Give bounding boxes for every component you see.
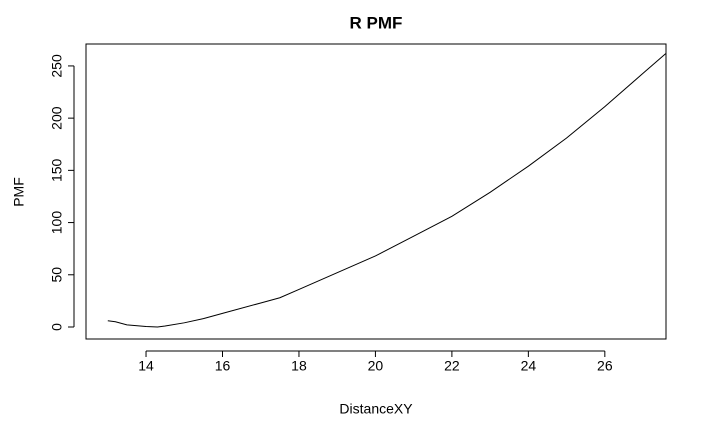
x-axis-label: DistanceXY xyxy=(339,401,413,417)
y-tick-label: 150 xyxy=(49,158,65,182)
data-line xyxy=(107,53,667,328)
plot-frame xyxy=(85,43,667,340)
x-tick-label: 24 xyxy=(521,358,537,374)
x-tick-label: 20 xyxy=(368,358,384,374)
x-tick-label: 16 xyxy=(215,358,231,374)
chart-title: R PMF xyxy=(350,13,403,32)
y-tick-label: 250 xyxy=(49,54,65,78)
x-tick-label: 18 xyxy=(291,358,307,374)
y-tick-label: 0 xyxy=(49,323,65,331)
y-axis-label: PMF xyxy=(11,177,27,207)
x-tick-label: 22 xyxy=(444,358,460,374)
y-tick-label: 50 xyxy=(49,267,65,283)
y-tick-label: 100 xyxy=(49,211,65,235)
x-tick-label: 26 xyxy=(597,358,613,374)
x-tick-label: 14 xyxy=(138,358,154,374)
y-tick-label: 200 xyxy=(49,106,65,130)
